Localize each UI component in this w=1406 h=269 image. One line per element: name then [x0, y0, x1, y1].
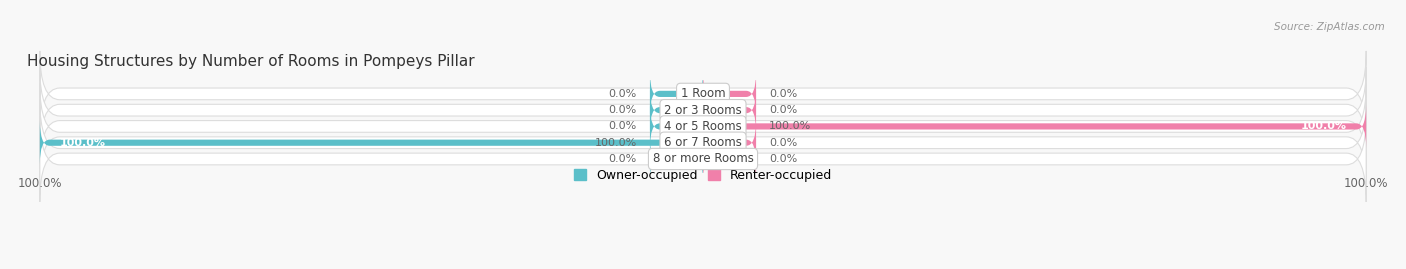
FancyBboxPatch shape [703, 138, 756, 180]
Text: 0.0%: 0.0% [769, 89, 797, 99]
Text: 1 Room: 1 Room [681, 87, 725, 100]
Text: 2 or 3 Rooms: 2 or 3 Rooms [664, 104, 742, 117]
FancyBboxPatch shape [650, 89, 703, 132]
Text: 100.0%: 100.0% [1301, 121, 1347, 132]
Legend: Owner-occupied, Renter-occupied: Owner-occupied, Renter-occupied [568, 164, 838, 187]
Text: 6 or 7 Rooms: 6 or 7 Rooms [664, 136, 742, 149]
FancyBboxPatch shape [703, 121, 756, 164]
FancyBboxPatch shape [650, 105, 703, 148]
FancyBboxPatch shape [39, 121, 703, 164]
FancyBboxPatch shape [39, 67, 1367, 153]
Text: Source: ZipAtlas.com: Source: ZipAtlas.com [1274, 22, 1385, 31]
Text: 0.0%: 0.0% [609, 105, 637, 115]
Text: 100.0%: 100.0% [769, 121, 811, 132]
FancyBboxPatch shape [650, 73, 703, 115]
Text: 0.0%: 0.0% [769, 138, 797, 148]
Text: 0.0%: 0.0% [769, 105, 797, 115]
Text: 0.0%: 0.0% [609, 154, 637, 164]
Text: 0.0%: 0.0% [609, 89, 637, 99]
FancyBboxPatch shape [39, 100, 1367, 186]
Text: 0.0%: 0.0% [769, 154, 797, 164]
Text: 100.0%: 100.0% [595, 138, 637, 148]
FancyBboxPatch shape [703, 73, 756, 115]
FancyBboxPatch shape [39, 116, 1367, 202]
Text: 8 or more Rooms: 8 or more Rooms [652, 153, 754, 165]
Text: 100.0%: 100.0% [59, 138, 105, 148]
Text: 4 or 5 Rooms: 4 or 5 Rooms [664, 120, 742, 133]
Text: Housing Structures by Number of Rooms in Pompeys Pillar: Housing Structures by Number of Rooms in… [27, 54, 474, 69]
FancyBboxPatch shape [703, 89, 756, 132]
FancyBboxPatch shape [703, 105, 1367, 148]
FancyBboxPatch shape [39, 83, 1367, 169]
Text: 0.0%: 0.0% [609, 121, 637, 132]
FancyBboxPatch shape [39, 51, 1367, 137]
FancyBboxPatch shape [650, 138, 703, 180]
